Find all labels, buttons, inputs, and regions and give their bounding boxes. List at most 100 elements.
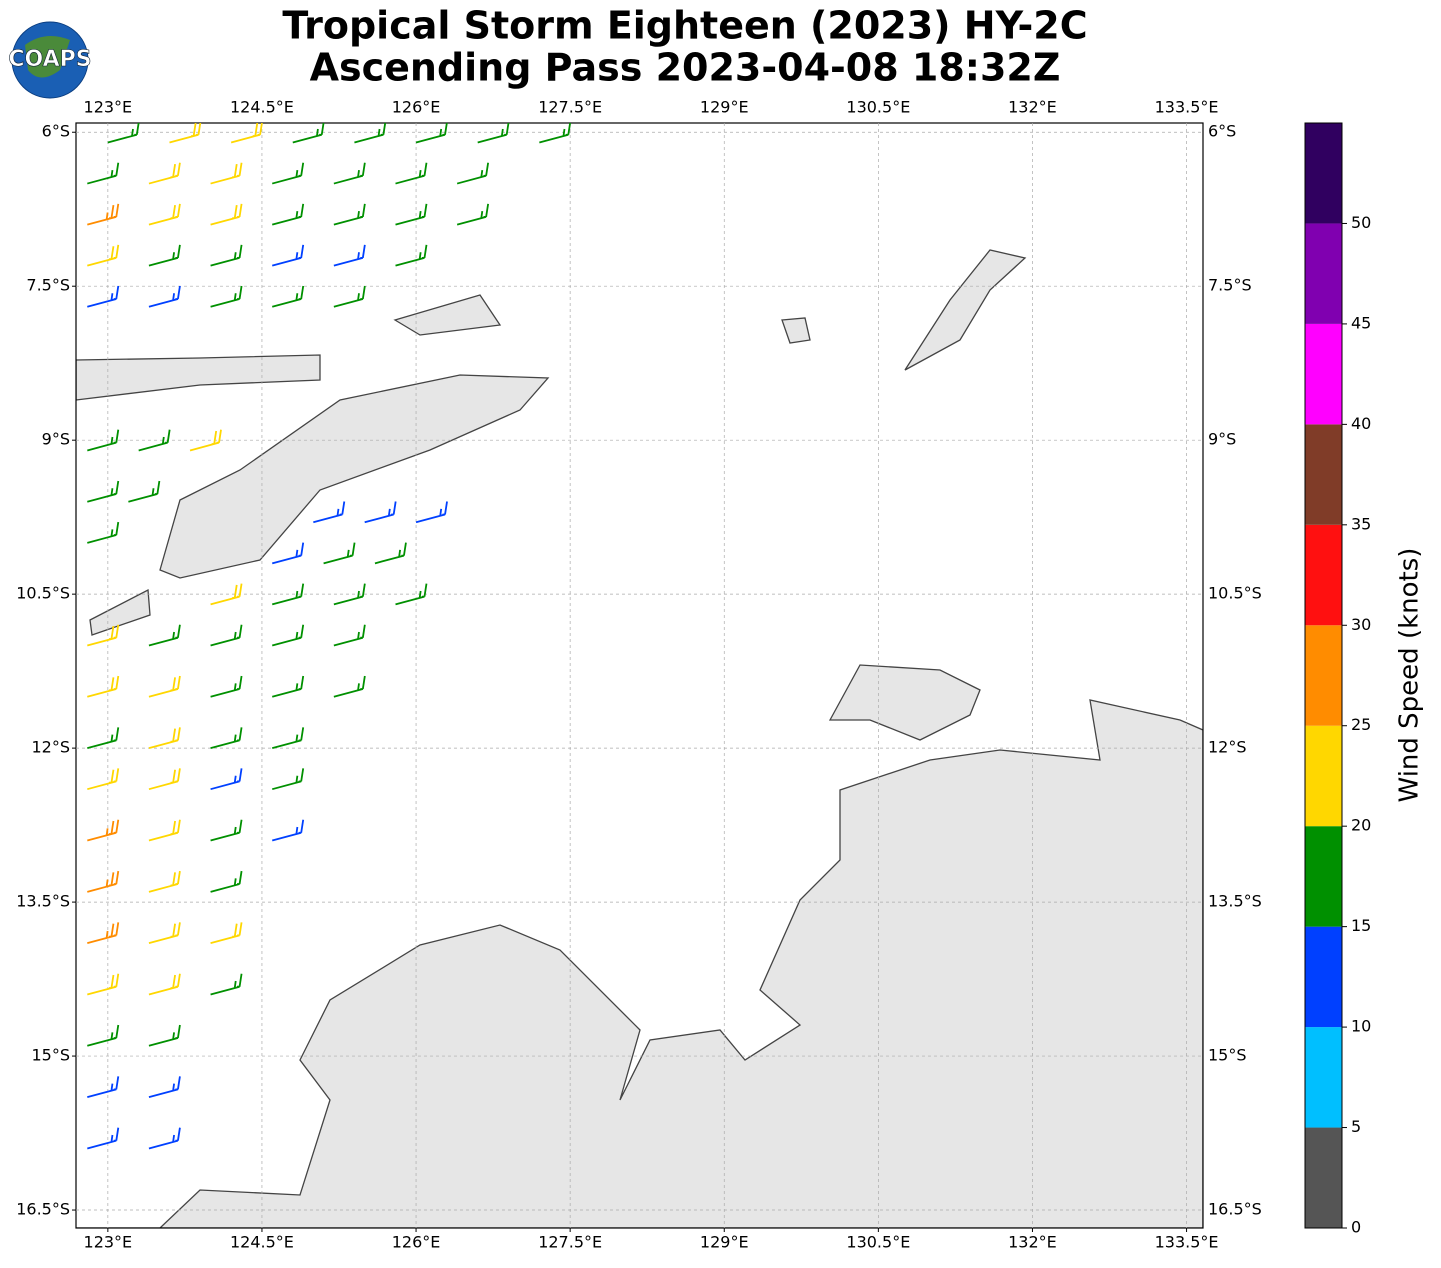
x-tick-label: 132°E — [1008, 98, 1057, 117]
wind-barb — [210, 922, 243, 945]
y-tick-label: 13.5°S — [16, 892, 70, 911]
wind-barb — [128, 480, 161, 503]
colorbar-tick-label: 20 — [1351, 816, 1371, 835]
wind-barb — [271, 203, 305, 226]
wind-barb — [210, 973, 243, 996]
colorbar-segment — [1305, 1027, 1342, 1128]
x-tick-label: 127.5°E — [538, 98, 602, 117]
wind-barb — [539, 123, 572, 144]
colorbar-label: Wind Speed (knots) — [1395, 548, 1425, 803]
colorbar-segment — [1305, 1127, 1342, 1228]
wind-barb — [271, 727, 305, 749]
wind-barb — [292, 123, 325, 144]
wind-barb — [87, 244, 120, 267]
y-tick-label: 12°S — [1208, 738, 1247, 757]
wind-barb — [333, 244, 366, 267]
wind-barb — [271, 819, 305, 842]
wind-barb — [210, 768, 243, 791]
y-tick-label: 7.5°S — [26, 276, 70, 295]
wind-barb — [87, 1076, 120, 1098]
x-tick-label: 124.5°E — [230, 98, 294, 117]
wind-barb — [148, 1127, 181, 1150]
wind-barb — [148, 1076, 181, 1098]
wind-barb — [395, 162, 428, 185]
wind-barb — [148, 819, 181, 842]
wind-barb — [148, 624, 181, 647]
wind-barb — [395, 583, 428, 606]
wind-barb — [148, 162, 181, 185]
wind-barb — [169, 123, 202, 144]
y-tick-label: 10.5°S — [16, 584, 70, 603]
colorbar-tick-label: 30 — [1351, 615, 1371, 634]
y-tick-label: 13.5°S — [1208, 892, 1262, 911]
wind-barb — [87, 973, 120, 996]
babar — [781, 317, 811, 344]
wind-barb — [271, 583, 305, 606]
wind-barb — [395, 244, 428, 267]
wind-barb — [333, 203, 366, 226]
x-tick-label: 129°E — [700, 1233, 749, 1252]
wind-barb — [148, 973, 181, 996]
y-tick-label: 9°S — [1208, 430, 1236, 449]
wind-barb — [271, 285, 305, 308]
y-tick-label: 16.5°S — [1208, 1200, 1262, 1219]
x-tick-label: 123°E — [84, 98, 133, 117]
wind-barb — [210, 727, 243, 749]
wind-barb — [138, 429, 171, 452]
wind-barb — [271, 542, 305, 565]
wind-barb — [148, 285, 181, 308]
wind-barb — [87, 521, 120, 544]
melville-island — [828, 664, 981, 741]
y-tick-label: 10.5°S — [1208, 584, 1262, 603]
y-tick-label: 12°S — [31, 738, 70, 757]
x-tick-label: 126°E — [392, 98, 441, 117]
wind-barb — [87, 870, 120, 893]
title-line: Tropical Storm Eighteen (2023) HY-2C — [282, 4, 1087, 48]
flores — [76, 354, 321, 401]
colorbar-tick-label: 0 — [1351, 1218, 1361, 1237]
wind-barb — [87, 675, 120, 698]
colorbar-tick-label: 10 — [1351, 1017, 1371, 1036]
x-tick-label: 130.5°E — [846, 1233, 910, 1252]
wind-barb — [189, 429, 222, 452]
x-tick-label: 123°E — [84, 1233, 133, 1252]
x-tick-label: 132°E — [1008, 1233, 1057, 1252]
colorbar-tick-label: 15 — [1351, 916, 1371, 935]
y-tick-label: 15°S — [1208, 1046, 1247, 1065]
wind-barb — [313, 501, 346, 524]
colorbar-segment — [1305, 725, 1342, 827]
wind-barb — [415, 501, 448, 524]
colorbar-tick-label: 45 — [1351, 313, 1371, 332]
wind-barb — [210, 870, 243, 893]
title-line: Ascending Pass 2023-04-08 18:32Z — [310, 46, 1061, 90]
wind-barb — [87, 1024, 120, 1047]
wind-barb — [271, 768, 305, 791]
colorbar-segment — [1305, 625, 1342, 726]
colorbar-tick-label: 5 — [1351, 1117, 1361, 1136]
colorbar-segment — [1305, 926, 1342, 1028]
wind-barb — [87, 1127, 120, 1150]
colorbar-segment — [1305, 323, 1342, 425]
wind-barb — [87, 624, 120, 647]
wind-barb — [477, 123, 510, 144]
wind-barb — [333, 624, 366, 647]
wind-barb — [87, 285, 120, 308]
colorbar-segment — [1305, 123, 1342, 224]
wind-barb — [333, 285, 366, 308]
wind-barb — [87, 162, 120, 185]
wind-barb — [148, 727, 181, 749]
colorbar-segment — [1305, 223, 1342, 324]
wind-barb — [271, 162, 305, 185]
wetar — [393, 294, 502, 336]
wind-barb — [148, 203, 181, 226]
x-tick-label: 127.5°E — [538, 1233, 602, 1252]
y-tick-label: 15°S — [31, 1046, 70, 1065]
wind-barb — [271, 244, 305, 267]
y-tick-label: 16.5°S — [16, 1200, 70, 1219]
wind-barb — [210, 285, 243, 308]
x-tick-label: 124.5°E — [230, 1233, 294, 1252]
wind-barb — [415, 123, 448, 144]
wind-barb — [148, 870, 181, 893]
x-tick-label: 126°E — [392, 1233, 441, 1252]
